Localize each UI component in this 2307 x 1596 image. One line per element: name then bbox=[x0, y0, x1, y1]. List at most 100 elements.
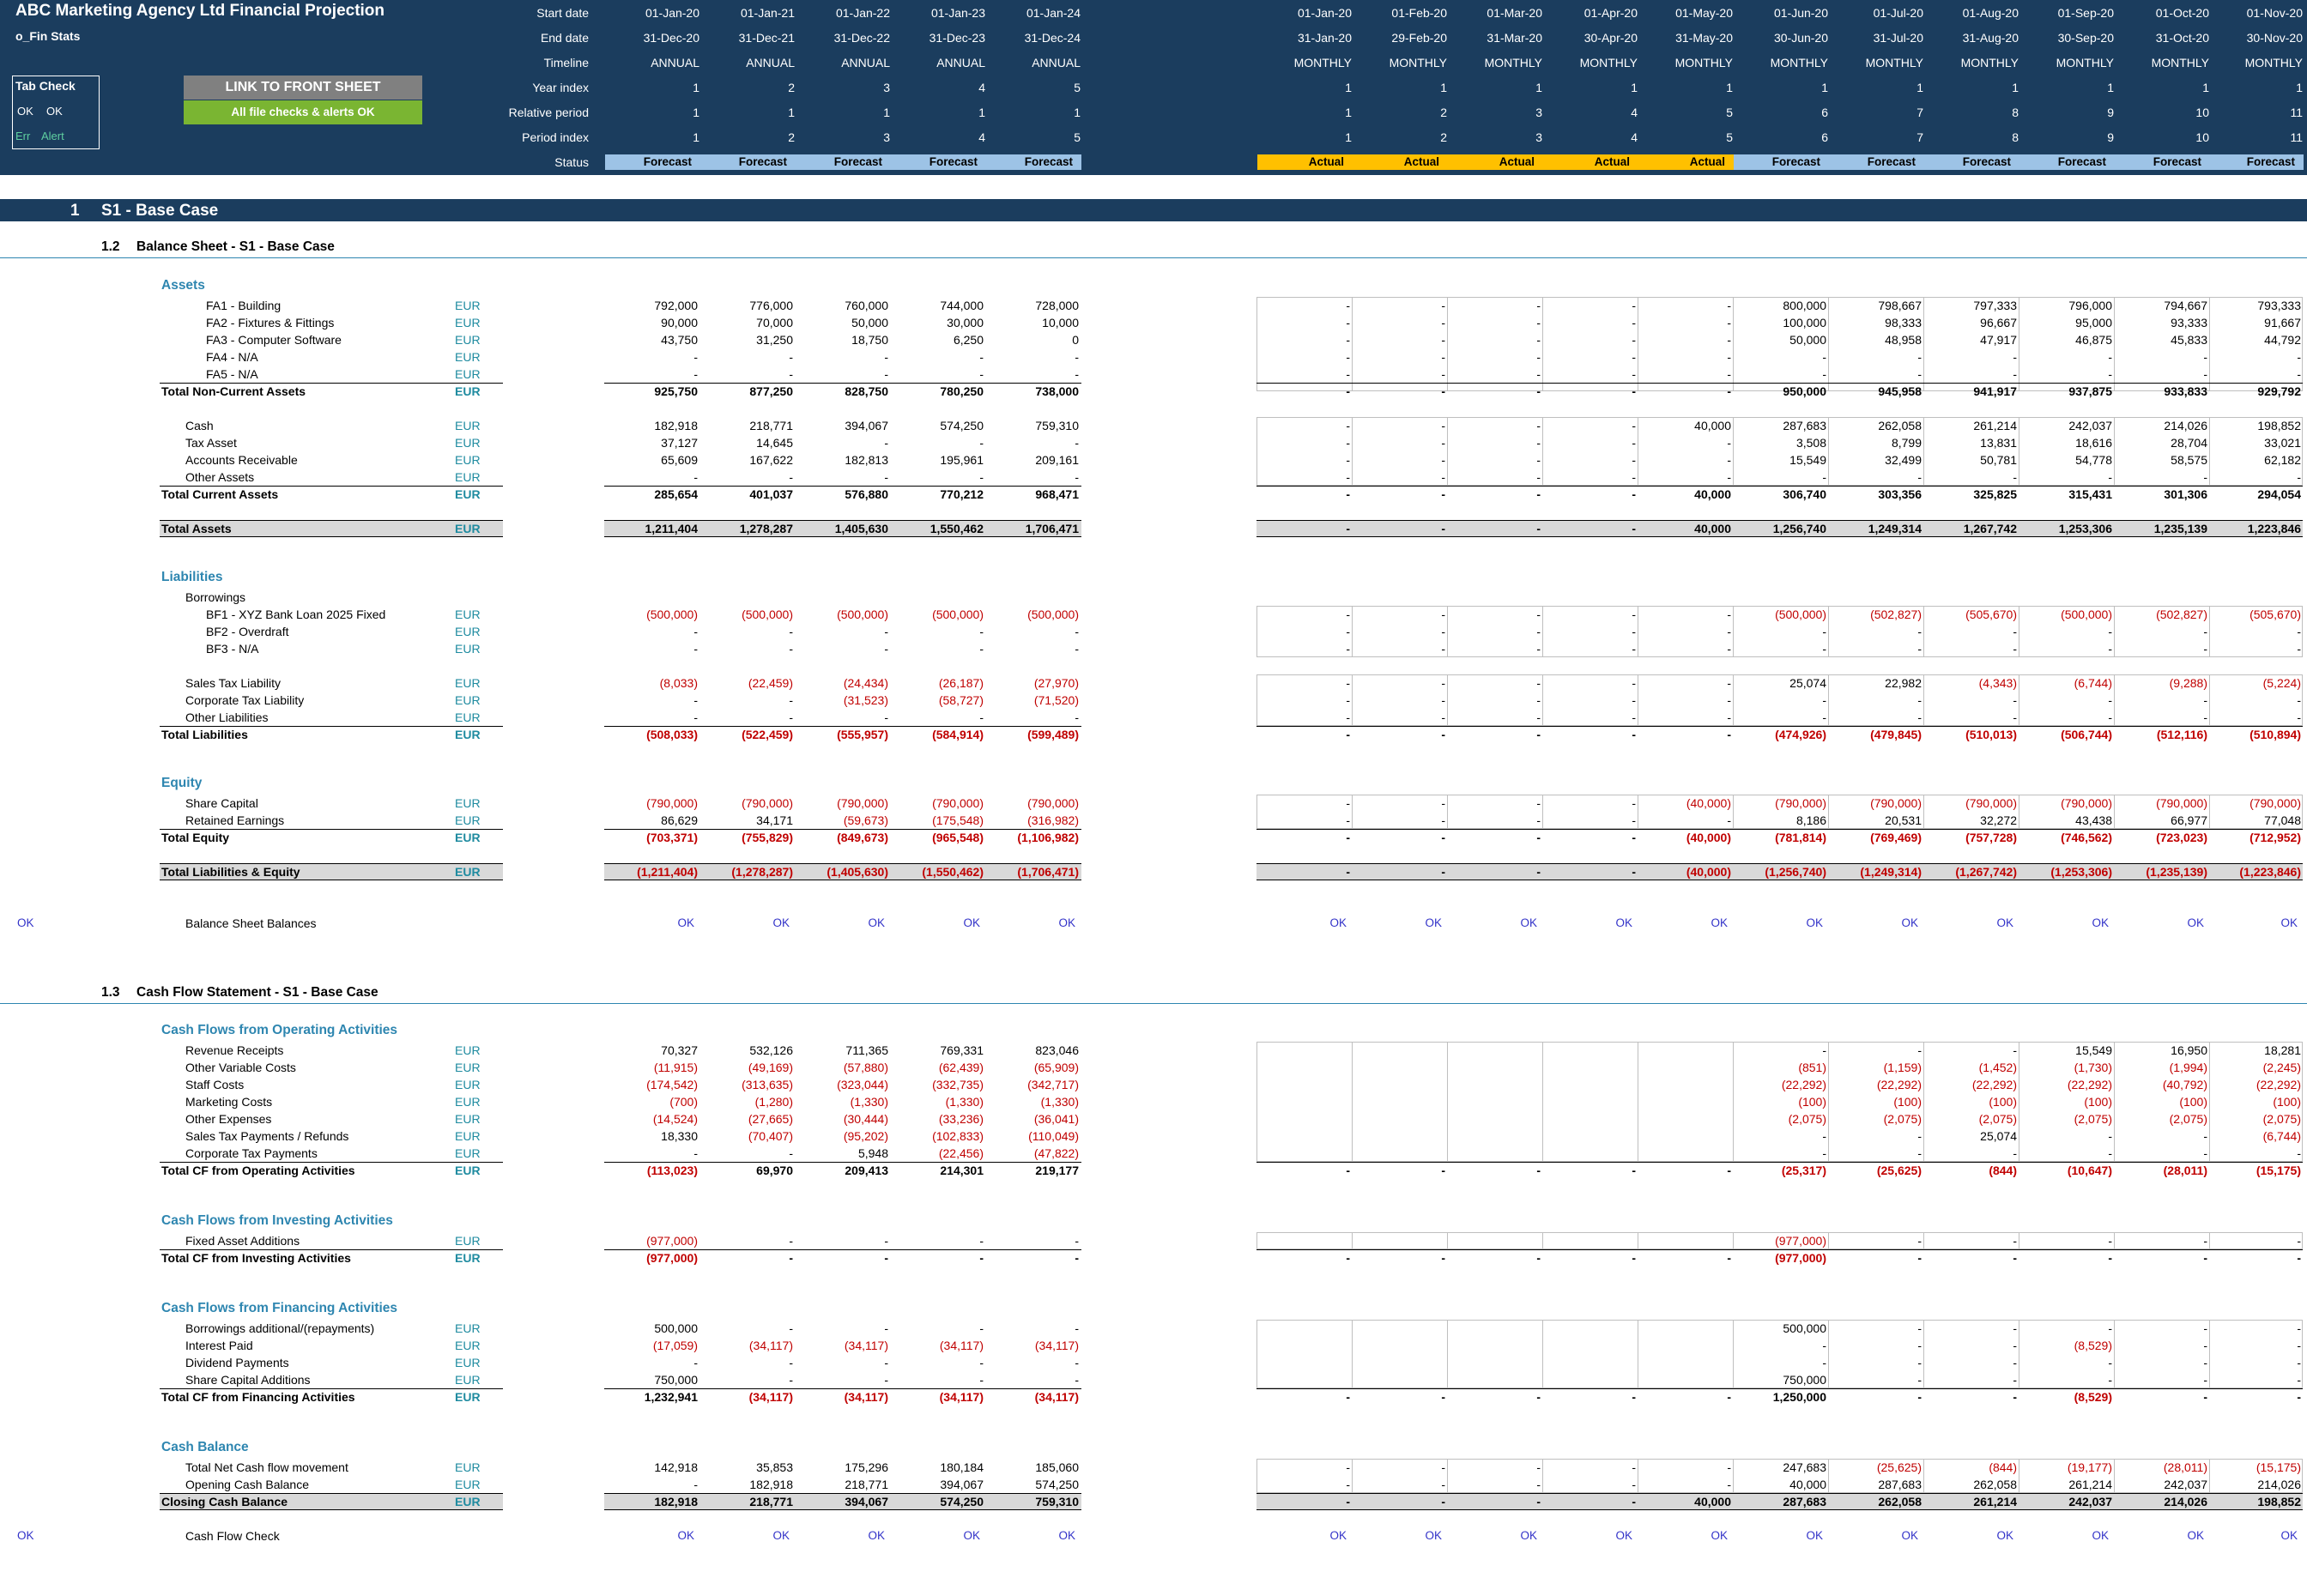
monthly-grid-line bbox=[1542, 1320, 1543, 1388]
annual-value: - bbox=[693, 470, 698, 484]
monthly-grid-box bbox=[1256, 1042, 2303, 1162]
monthly-value: - bbox=[1441, 1478, 1445, 1491]
annual-value: 500,000 bbox=[654, 1321, 698, 1335]
subsection-title-cf: Cash Flow Statement - S1 - Base Case bbox=[136, 985, 378, 1000]
row-unit: EUR bbox=[455, 1495, 481, 1508]
header-year-monthly-10: 1 bbox=[2296, 81, 2303, 94]
monthly-value: (505,670) bbox=[2249, 608, 2301, 621]
check-monthly-ok: OK bbox=[2092, 916, 2109, 929]
status-badge-annual-2: Forecast bbox=[796, 154, 891, 170]
monthly-grid-box bbox=[1256, 1459, 2303, 1493]
annual-value: (599,489) bbox=[1027, 728, 1079, 741]
monthly-value: - bbox=[1632, 796, 1636, 810]
monthly-grid-line bbox=[1352, 674, 1353, 726]
monthly-value: - bbox=[1917, 1146, 1922, 1160]
row-unit: EUR bbox=[455, 1095, 481, 1109]
row-unit: EUR bbox=[455, 1373, 481, 1387]
monthly-grid-line bbox=[1542, 297, 1543, 391]
monthly-grid-line bbox=[2209, 674, 2210, 726]
monthly-value: - bbox=[1536, 813, 1541, 827]
total-rule bbox=[604, 863, 1081, 864]
monthly-value: 3,508 bbox=[1795, 436, 1826, 450]
monthly-value: - bbox=[1346, 367, 1350, 381]
annual-value: - bbox=[884, 436, 888, 450]
subsection-number-bs: 1.2 bbox=[101, 239, 120, 254]
monthly-value: 93,333 bbox=[2171, 316, 2207, 329]
row-label: FA3 - Computer Software bbox=[206, 333, 342, 347]
annual-value: 1,232,941 bbox=[644, 1390, 698, 1404]
monthly-value: (5,224) bbox=[2262, 676, 2301, 690]
monthly-value: - bbox=[1346, 1164, 1350, 1177]
monthly-grid-line bbox=[2114, 795, 2115, 829]
header-timeline-monthly-3: MONTHLY bbox=[1579, 56, 1638, 70]
section-heading: Cash Flows from Financing Activities bbox=[161, 1301, 398, 1315]
monthly-value: - bbox=[1917, 1356, 1922, 1369]
annual-value: (34,117) bbox=[939, 1390, 984, 1404]
monthly-value: - bbox=[1727, 1164, 1731, 1177]
annual-value: - bbox=[1075, 642, 1079, 656]
annual-value: - bbox=[1075, 1356, 1079, 1369]
monthly-value: (510,894) bbox=[2249, 728, 2301, 741]
sheet-subtitle: o_Fin Stats bbox=[15, 29, 81, 43]
monthly-value: - bbox=[1822, 710, 1826, 724]
row-unit: EUR bbox=[455, 1078, 481, 1091]
monthly-value: - bbox=[1441, 316, 1445, 329]
header-row-label-year: Year index bbox=[532, 81, 589, 94]
header-period-monthly-5: 6 bbox=[1821, 130, 1828, 144]
header-end-monthly-0: 31-Jan-20 bbox=[1297, 31, 1352, 45]
header-timeline-annual-3: ANNUAL bbox=[936, 56, 985, 70]
monthly-value: (25,317) bbox=[1781, 1164, 1826, 1177]
monthly-value: 941,917 bbox=[1973, 384, 2017, 398]
header-end-annual-3: 31-Dec-23 bbox=[929, 31, 985, 45]
header-rel-annual-2: 1 bbox=[883, 106, 890, 119]
monthly-value: - bbox=[1632, 487, 1636, 501]
monthly-value: (1,994) bbox=[2169, 1061, 2207, 1074]
monthly-value: - bbox=[2013, 710, 2017, 724]
link-to-front-sheet-button[interactable]: LINK TO FRONT SHEET bbox=[184, 76, 422, 100]
header-timeline-monthly-0: MONTHLY bbox=[1293, 56, 1352, 70]
section-title: S1 - Base Case bbox=[101, 202, 219, 220]
header-period-monthly-4: 5 bbox=[1726, 130, 1733, 144]
annual-value: (790,000) bbox=[837, 796, 888, 810]
annual-value: 182,918 bbox=[654, 419, 698, 432]
monthly-value: - bbox=[2203, 1129, 2207, 1143]
total-rule bbox=[604, 829, 1081, 830]
annual-value: - bbox=[1075, 710, 1079, 724]
header-row-label-rel: Relative period bbox=[508, 106, 589, 119]
monthly-grid-line bbox=[1733, 1459, 1734, 1493]
header-year-monthly-7: 1 bbox=[2012, 81, 2019, 94]
annual-value: 18,330 bbox=[661, 1129, 698, 1143]
monthly-value: - bbox=[1441, 1251, 1445, 1265]
total-rule bbox=[1256, 863, 2303, 864]
annual-value: (27,970) bbox=[1033, 676, 1079, 690]
monthly-value: - bbox=[1632, 710, 1636, 724]
monthly-grid-line bbox=[1733, 1232, 1734, 1249]
total-rule bbox=[604, 1249, 1081, 1250]
monthly-value: (8,529) bbox=[2074, 1339, 2112, 1352]
annual-value: (34,117) bbox=[1034, 1339, 1079, 1352]
annual-value: 90,000 bbox=[661, 316, 698, 329]
header-end-annual-2: 31-Dec-22 bbox=[833, 31, 890, 45]
monthly-value: 96,667 bbox=[1980, 316, 2017, 329]
row-unit: EUR bbox=[455, 642, 481, 656]
monthly-grid-line bbox=[1828, 1042, 1829, 1162]
header-timeline-monthly-1: MONTHLY bbox=[1389, 56, 1447, 70]
monthly-value: - bbox=[1632, 367, 1636, 381]
annual-value: 43,750 bbox=[661, 333, 698, 347]
monthly-value: - bbox=[1536, 384, 1541, 398]
annual-value: 35,853 bbox=[756, 1460, 793, 1474]
status-badge-annual-0: Forecast bbox=[605, 154, 700, 170]
monthly-value: 1,253,306 bbox=[2058, 522, 2112, 535]
header-end-monthly-5: 30-Jun-20 bbox=[1773, 31, 1828, 45]
monthly-value: - bbox=[1536, 453, 1541, 467]
monthly-value: - bbox=[1441, 470, 1445, 484]
monthly-value: (479,845) bbox=[1870, 728, 1922, 741]
monthly-value: - bbox=[1536, 522, 1541, 535]
header-year-annual-1: 2 bbox=[788, 81, 795, 94]
annual-value: - bbox=[979, 1356, 984, 1369]
monthly-value: - bbox=[2108, 470, 2112, 484]
monthly-grid-line bbox=[1447, 417, 1448, 486]
monthly-value: (790,000) bbox=[1965, 796, 2017, 810]
monthly-value: - bbox=[2108, 1373, 2112, 1387]
monthly-value: - bbox=[1917, 1251, 1922, 1265]
